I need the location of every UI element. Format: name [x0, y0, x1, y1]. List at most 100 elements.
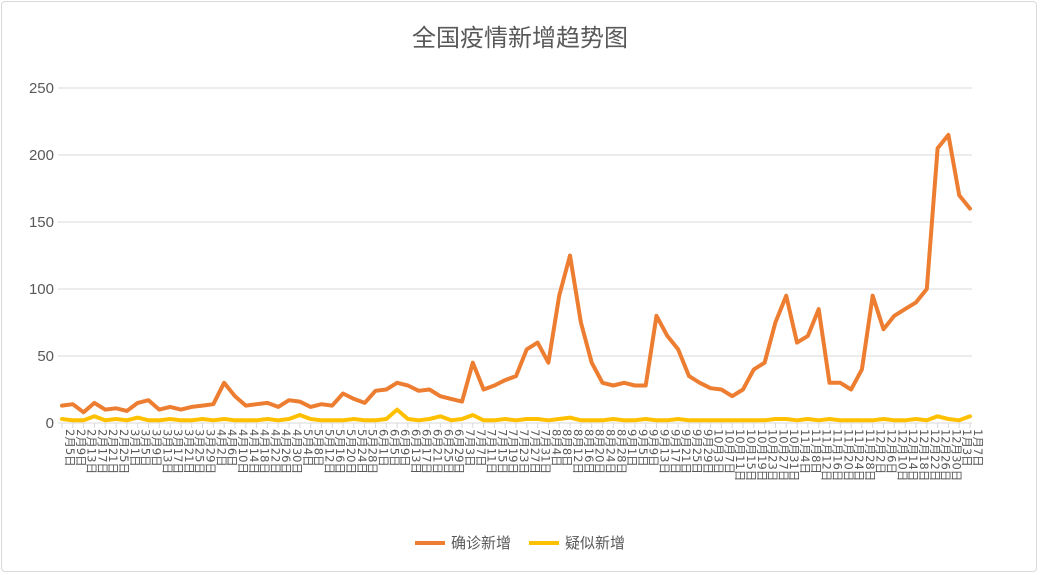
- x-tick-label: 3月5日: [139, 429, 153, 467]
- legend-swatch-confirmed: [414, 540, 445, 545]
- x-tick-label: 12月22日: [928, 429, 942, 481]
- x-tick-label: 12月10日: [895, 429, 909, 481]
- x-tick-label: 7月23日: [517, 429, 531, 474]
- x-tick-label: 9月9日: [647, 429, 661, 467]
- x-tick-label: 1月7日: [971, 429, 985, 467]
- x-tick-label: 8月16日: [582, 429, 596, 474]
- x-tick-label: 2月25日: [117, 429, 131, 474]
- x-tick-label: 1月3日: [960, 429, 974, 467]
- x-tick-label: 12月2日: [874, 429, 888, 474]
- x-tick-label: 9月17日: [668, 429, 682, 474]
- x-tick-label: 3月21日: [182, 429, 196, 474]
- x-tick-label: 3月1日: [128, 429, 142, 467]
- legend-label-suspected: 疑似新增: [565, 534, 626, 552]
- x-tick-label: 5月28日: [366, 429, 380, 474]
- x-tick-label: 9月21日: [679, 429, 693, 474]
- x-tick-label: 7月3日: [463, 429, 477, 467]
- x-tick-label: 3月25日: [193, 429, 207, 474]
- x-tick-label: 5月4日: [301, 429, 315, 467]
- x-tick-label: 2月13日: [85, 429, 99, 474]
- x-tick-label: 2月5日: [63, 429, 77, 467]
- x-tick-label: 3月9日: [149, 429, 163, 467]
- x-tick-label: 8月8日: [560, 429, 574, 467]
- legend-swatch-suspected: [529, 540, 559, 545]
- x-tick-label: 4月14日: [247, 429, 261, 474]
- x-tick-label: 8月4日: [549, 429, 563, 467]
- x-tick-label: 2月17日: [95, 429, 109, 474]
- y-tick-label: 0: [46, 415, 54, 432]
- legend: 确诊新增 疑似新增: [0, 532, 1040, 553]
- x-tick-label: 11月24日: [852, 429, 866, 481]
- x-tick-label: 7月7日: [474, 429, 488, 467]
- x-tick-label: 9月1日: [625, 429, 639, 467]
- y-tick-label: 100: [29, 281, 54, 298]
- x-tick-label: 4月2日: [214, 429, 228, 467]
- x-tick-label: 10月27日: [776, 429, 790, 481]
- x-tick-label: 10月15日: [744, 429, 758, 481]
- x-tick-label: 6月1日: [376, 429, 390, 467]
- x-tick-label: 8月28日: [614, 429, 628, 474]
- x-tick-label: 10月11日: [733, 429, 747, 481]
- legend-item-confirmed[interactable]: 确诊新增: [414, 532, 511, 553]
- x-tick-label: 7月27日: [528, 429, 542, 474]
- x-tick-label: 4月10日: [236, 429, 250, 474]
- x-tick-label: 7月31日: [539, 429, 553, 474]
- x-tick-label: 9月29日: [701, 429, 715, 474]
- y-tick-label: 250: [29, 80, 54, 97]
- x-tick-label: 2月21日: [106, 429, 120, 474]
- x-tick-label: 8月20日: [593, 429, 607, 474]
- x-tick-label: 12月26日: [939, 429, 953, 481]
- x-tick-label: 4月22日: [268, 429, 282, 474]
- x-tick-label: 10月7日: [722, 429, 736, 474]
- x-tick-label: 4月18日: [258, 429, 272, 474]
- x-tick-label: 10月19日: [755, 429, 769, 481]
- series-line-confirmed: [60, 132, 972, 415]
- x-tick-label: 7月11日: [485, 429, 499, 474]
- x-tick-label: 3月13日: [160, 429, 174, 474]
- x-tick-label: 5月8日: [312, 429, 326, 467]
- x-tick-label: 12月14日: [906, 429, 920, 481]
- x-tick-label: 9月13日: [658, 429, 672, 474]
- x-tick-label: 9月25日: [690, 429, 704, 474]
- x-tick-label: 4月30日: [290, 429, 304, 474]
- x-tick-label: 12月30日: [949, 429, 963, 481]
- x-tick-label: 4月6日: [225, 429, 239, 467]
- x-tick-label: 9月5日: [636, 429, 650, 467]
- x-tick-label: 10月31日: [787, 429, 801, 481]
- x-tick-label: 3月29日: [204, 429, 218, 474]
- x-tick-label: 5月16日: [333, 429, 347, 474]
- x-tick-label: 7月15日: [495, 429, 509, 474]
- x-tick-label: 6月13日: [409, 429, 423, 474]
- legend-item-suspected[interactable]: 疑似新增: [529, 532, 625, 553]
- x-tick-label: 11月20日: [841, 429, 855, 481]
- x-tick-label: 11月12日: [820, 429, 834, 481]
- x-tick-label: 6月21日: [431, 429, 445, 474]
- chart-title: 全国疫情新增趋势图: [412, 24, 628, 52]
- x-tick-label: 10月23日: [766, 429, 780, 481]
- x-tick-label: 6月9日: [398, 429, 412, 467]
- x-tick-label: 4月26日: [279, 429, 293, 474]
- x-tick-label: 11月8日: [809, 429, 823, 474]
- x-tick-label: 12月6日: [885, 429, 899, 474]
- x-tick-label: 6月25日: [441, 429, 455, 474]
- x-tick-label: 5月12日: [322, 429, 336, 474]
- x-tick-label: 5月24日: [355, 429, 369, 474]
- x-tick-label: 8月12日: [571, 429, 585, 474]
- x-tick-label: 11月16日: [830, 429, 844, 481]
- x-tick-label: 8月24日: [603, 429, 617, 474]
- x-tick-label: 6月17日: [420, 429, 434, 474]
- y-tick-label: 150: [29, 214, 54, 231]
- x-tick-label: 11月28日: [863, 429, 877, 481]
- legend-label-confirmed: 确诊新增: [450, 534, 511, 552]
- x-tick-label: 6月29日: [452, 429, 466, 474]
- x-tick-label: 5月20日: [344, 429, 358, 474]
- series-line-suspected: [60, 407, 972, 423]
- x-tick-label: 10月3日: [712, 429, 726, 474]
- y-tick-label: 50: [37, 348, 54, 365]
- x-tick-label: 2月9日: [74, 429, 88, 467]
- x-tick-label: 11月4日: [798, 429, 812, 474]
- x-tick-label: 3月17日: [171, 429, 185, 474]
- y-tick-label: 200: [29, 147, 54, 164]
